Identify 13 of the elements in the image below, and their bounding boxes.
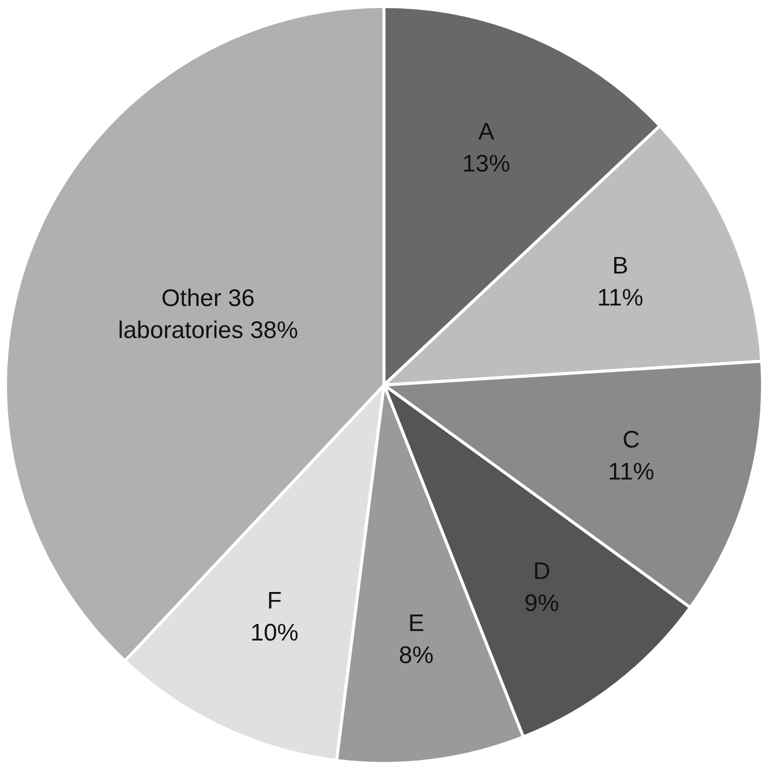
data-label: 10% <box>250 620 298 647</box>
data-label: 11% <box>608 458 654 486</box>
slice-label: C <box>622 426 640 454</box>
slice-label: F <box>267 588 282 615</box>
slice-label: D <box>533 558 550 585</box>
slice-label: Other 36 laboratories 38% <box>118 284 298 344</box>
slice-label: A <box>478 118 494 146</box>
data-label: 9% <box>524 590 560 617</box>
slice-label: B <box>612 252 628 280</box>
data-label: 13% <box>462 150 510 178</box>
data-label: 8% <box>398 642 434 669</box>
data-label: 11% <box>597 284 644 312</box>
slice-label: E <box>408 610 424 637</box>
